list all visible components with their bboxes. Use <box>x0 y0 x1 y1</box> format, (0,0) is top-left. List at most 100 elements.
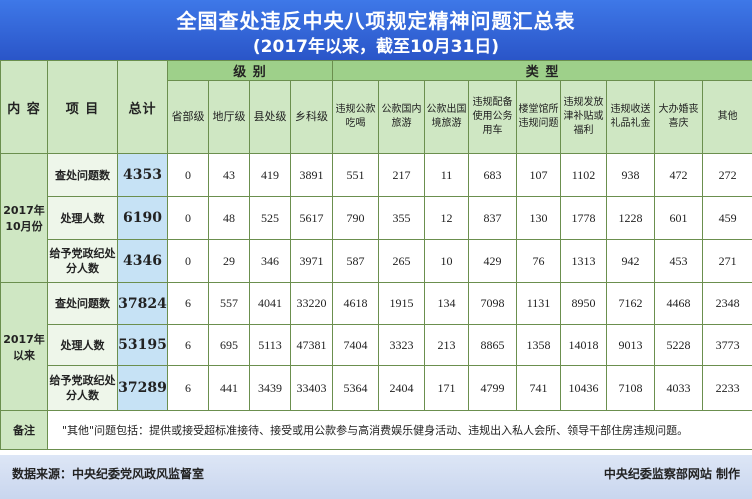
title-banner: 全国查处违反中央八项规定精神问题汇总表 (2017年以来，截至10月31日) <box>0 0 752 60</box>
level-value-cell: 48 <box>208 196 250 240</box>
table-row: 2017年10月份 查处问题数 4353 0 43 419 3891 551 217 11 683 1… <box>0 153 752 283</box>
header-level-group: 级 别 <box>166 60 334 81</box>
type-value-cell: 130 <box>516 196 562 240</box>
header-content: 内 容 <box>0 60 48 154</box>
type-value-cell: 10 <box>424 239 470 283</box>
level-value-cell: 43 <box>208 153 250 197</box>
data-source: 数据来源：中央纪委党风政风监督室 <box>12 467 205 481</box>
level-column-header: 乡科级 <box>289 80 334 154</box>
note-text: "其他"问题包括：提供或接受超标准接待、接受或用公款参与高消费娱乐健身活动、违规… <box>46 410 752 450</box>
type-value-cell: 429 <box>468 239 518 283</box>
type-value-cell: 453 <box>654 239 704 283</box>
type-value-cell: 551 <box>332 153 380 197</box>
page-title: 全国查处违反中央八项规定精神问题汇总表 <box>176 9 576 33</box>
type-value-cell: 12 <box>424 196 470 240</box>
type-value-cell: 2348 <box>702 282 752 325</box>
type-column-header: 公款出国境旅游 <box>424 80 470 154</box>
type-value-cell: 272 <box>702 153 752 197</box>
level-value-cell: 47381 <box>289 324 334 366</box>
level-value-cell: 419 <box>249 153 291 197</box>
type-column-header: 大办婚丧喜庆 <box>654 80 704 154</box>
type-value-cell: 942 <box>606 239 656 283</box>
level-column-header: 县处级 <box>249 80 291 154</box>
type-value-cell: 271 <box>702 239 752 283</box>
table-row: 处理人数 53195 6 695 5113 47381 7404 3323 213 8865 135… <box>1 324 752 366</box>
type-value-cell: 8865 <box>468 324 518 366</box>
type-value-cell: 683 <box>468 153 518 197</box>
header-total: 总计 <box>117 60 168 154</box>
type-column-header: 其他 <box>702 80 752 154</box>
type-value-cell: 587 <box>332 239 380 283</box>
type-value-cell: 134 <box>424 282 470 325</box>
type-value-cell: 3773 <box>702 324 752 366</box>
type-value-cell: 741 <box>516 365 562 411</box>
level-value-cell: 695 <box>208 324 250 366</box>
type-value-cell: 837 <box>468 196 518 240</box>
level-value-cell: 0 <box>167 196 209 240</box>
level-value-cell: 3891 <box>289 153 334 197</box>
type-value-cell: 7098 <box>468 282 518 325</box>
level-value-cell: 525 <box>249 196 291 240</box>
level-value-cell: 5113 <box>249 324 291 366</box>
type-value-cell: 11 <box>424 153 470 197</box>
type-value-cell: 601 <box>654 196 704 240</box>
type-value-cell: 171 <box>424 365 470 411</box>
type-value-cell: 1915 <box>378 282 426 325</box>
row-total-value: 53195 <box>117 324 168 366</box>
row-total-value: 6190 <box>117 196 168 240</box>
level-value-cell: 29 <box>208 239 250 283</box>
level-value-cell: 6 <box>167 282 209 325</box>
row-item-label: 处理人数 <box>47 196 118 240</box>
level-column-header: 地厅级 <box>208 80 250 154</box>
type-value-cell: 14018 <box>560 324 608 366</box>
type-column-header: 楼堂馆所违规问题 <box>516 80 562 154</box>
level-value-cell: 3439 <box>249 365 291 411</box>
type-value-cell: 76 <box>516 239 562 283</box>
type-value-cell: 2404 <box>378 365 426 411</box>
type-value-cell: 265 <box>378 239 426 283</box>
row-total-value: 4353 <box>117 153 168 197</box>
row-item-label: 处理人数 <box>47 324 118 366</box>
level-value-cell: 0 <box>167 153 209 197</box>
type-column-header: 违规收送礼品礼金 <box>606 80 656 154</box>
type-value-cell: 355 <box>378 196 426 240</box>
type-value-cell: 4468 <box>654 282 704 325</box>
type-value-cell: 7162 <box>606 282 656 325</box>
level-value-cell: 6 <box>167 365 209 411</box>
type-column-header: 违规公款吃喝 <box>332 80 380 154</box>
type-value-cell: 1131 <box>516 282 562 325</box>
level-column-header: 省部级 <box>167 80 209 154</box>
type-column-header: 违规发放津补贴或福利 <box>560 80 608 154</box>
level-value-cell: 33403 <box>289 365 334 411</box>
type-value-cell: 2233 <box>702 365 752 411</box>
type-value-cell: 5364 <box>332 365 380 411</box>
type-value-cell: 1313 <box>560 239 608 283</box>
level-value-cell: 0 <box>167 239 209 283</box>
page-subtitle: (2017年以来，截至10月31日) <box>252 37 500 57</box>
type-value-cell: 7108 <box>606 365 656 411</box>
type-column-header: 公款国内旅游 <box>378 80 426 154</box>
summary-table: 内 容 项 目 总计 级 别 类 型 省部级 地厅级 县处级 乡科级 违规公款吃喝 公款国… <box>0 60 752 450</box>
footer-bar: 数据来源：中央纪委党风政风监督室 中央纪委监察部网站 制作 <box>0 455 752 499</box>
row-item-label: 查处问题数 <box>47 153 118 197</box>
level-value-cell: 3971 <box>289 239 334 283</box>
row-total-value: 37824 <box>117 282 168 325</box>
level-value-cell: 5617 <box>289 196 334 240</box>
note-label: 备注 <box>0 410 48 450</box>
type-value-cell: 107 <box>516 153 562 197</box>
table-row: 给予党政纪处分人数 4346 0 29 346 3971 587 265 10 429 76 1313… <box>1 239 752 283</box>
type-column-header: 违规配备使用公务用车 <box>468 80 518 154</box>
level-value-cell: 6 <box>167 324 209 366</box>
type-value-cell: 9013 <box>606 324 656 366</box>
level-value-cell: 557 <box>208 282 250 325</box>
type-value-cell: 5228 <box>654 324 704 366</box>
table-row: 给予党政纪处分人数 37289 6 441 3439 33403 5364 2404 171 47… <box>1 365 752 411</box>
level-value-cell: 4041 <box>249 282 291 325</box>
type-value-cell: 1228 <box>606 196 656 240</box>
level-value-cell: 346 <box>249 239 291 283</box>
period-label: 2017年以来 <box>0 282 48 411</box>
maker-credit: 中央纪委监察部网站 制作 <box>603 467 740 481</box>
note-row: 备注 "其他"问题包括：提供或接受超标准接待、接受或用公款参与高消费娱乐健身活动、… <box>0 410 752 450</box>
table-row: 处理人数 6190 0 48 525 5617 790 355 12 837 130 1778 1228… <box>1 196 752 240</box>
row-total-value: 37289 <box>117 365 168 411</box>
